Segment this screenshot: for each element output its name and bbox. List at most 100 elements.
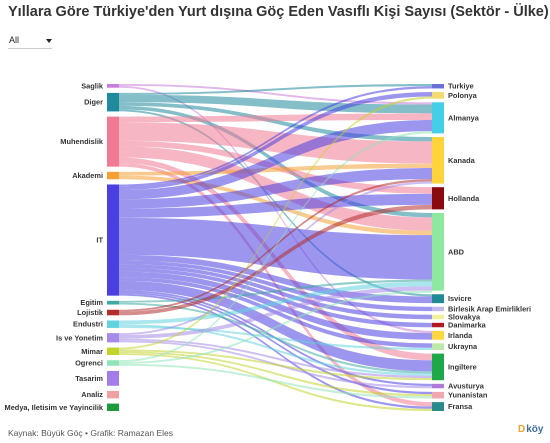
filter-dropdown[interactable]: All xyxy=(8,34,52,49)
target-node-irlanda[interactable] xyxy=(432,330,444,340)
link-it-to-fransa[interactable] xyxy=(119,293,432,409)
source-node-mimar[interactable] xyxy=(107,347,119,355)
link-is-ve-yonetim-to-abd[interactable] xyxy=(119,286,432,339)
source-node-diger[interactable] xyxy=(107,92,119,112)
target-node-turkiye[interactable] xyxy=(432,84,444,89)
source-node-analiz[interactable] xyxy=(107,390,119,399)
link-it-to-turkiye[interactable] xyxy=(119,86,432,187)
link-endustri-to-abd[interactable] xyxy=(119,281,432,325)
source-node-lojistik[interactable] xyxy=(107,309,119,316)
source-node-muhendislik[interactable] xyxy=(107,116,119,167)
link-mimar-to-yunanistan[interactable] xyxy=(119,351,432,397)
source-label-diger: Diger xyxy=(84,98,103,107)
link-ogrenci-to-almanya[interactable] xyxy=(119,131,432,363)
link-it-to-polonya[interactable] xyxy=(119,92,432,191)
target-node-ukrayna[interactable] xyxy=(432,343,444,350)
link-lojistik-to-kanada[interactable] xyxy=(119,179,432,312)
target-node-danimarka[interactable] xyxy=(432,322,444,328)
target-node-hollanda[interactable] xyxy=(432,187,444,210)
target-node-abd[interactable] xyxy=(432,212,444,291)
source-label-endustri: Endustri xyxy=(73,320,103,329)
link-it-to-yunanistan[interactable] xyxy=(119,291,432,395)
target-node-slovakya[interactable] xyxy=(432,314,444,320)
link-diger-to-almanya[interactable] xyxy=(119,94,432,114)
target-label-almanya: Almanya xyxy=(448,113,480,122)
source-node-is-ve-yonetim[interactable] xyxy=(107,333,119,343)
target-label-yunanistan: Yunanistan xyxy=(448,391,488,400)
link-saglik-to-almanya[interactable] xyxy=(119,84,432,105)
target-label-turkiye: Turkiye xyxy=(448,82,474,91)
link-ogrenci-to-yunanistan[interactable] xyxy=(119,363,432,399)
target-label-fransa: Fransa xyxy=(448,402,473,411)
link-medya-iletisim-ve-yayincilik-to-ingiltere[interactable] xyxy=(119,380,432,404)
target-label-ukrayna: Ukrayna xyxy=(448,342,478,351)
target-node-fransa[interactable] xyxy=(432,402,444,411)
link-diger-to-kanada[interactable] xyxy=(119,102,432,142)
link-muhendislik-to-almanya[interactable] xyxy=(119,113,432,123)
chart-title: Yıllara Göre Türkiye'den Yurt dışına Göç… xyxy=(8,4,549,20)
source-node-akademi[interactable] xyxy=(107,171,119,180)
target-label-abd: ABD xyxy=(448,247,465,256)
sankey-links xyxy=(119,84,432,411)
source-label-is-ve-yonetim: Is ve Yonetim xyxy=(56,333,103,342)
link-mimar-to-polonya[interactable] xyxy=(119,96,432,350)
source-label-saglik: Saglik xyxy=(81,81,104,90)
link-ogrenci-to-abd[interactable] xyxy=(119,290,432,364)
target-node-almanya[interactable] xyxy=(432,102,444,134)
target-label-ingiltere: Ingiltere xyxy=(448,362,477,371)
source-label-analiz: Analiz xyxy=(81,390,103,399)
sankey-nodes xyxy=(107,84,444,411)
link-muhendislik-to-hollanda[interactable] xyxy=(119,140,432,194)
target-node-avusturya[interactable] xyxy=(432,383,444,389)
link-is-ve-yonetim-to-kanada[interactable] xyxy=(119,181,432,335)
link-it-to-almanya[interactable] xyxy=(119,120,432,200)
source-node-medya-iletisim-ve-yayincilik[interactable] xyxy=(107,403,119,411)
source-label-medya-iletisim-ve-yayincilik: Medya, Iletisim ve Yayincilik xyxy=(5,403,104,412)
link-egitim-to-abd[interactable] xyxy=(119,279,432,303)
target-label-birlesik-arap-emirlikleri: Birlesik Arap Emirlikleri xyxy=(448,304,531,313)
link-it-to-hollanda[interactable] xyxy=(119,193,432,218)
source-label-ogrenci: Ogrenci xyxy=(75,358,103,367)
link-is-ve-yonetim-to-ingiltere[interactable] xyxy=(119,338,432,379)
source-label-tasarim: Tasarim xyxy=(75,374,103,383)
chevron-down-icon xyxy=(46,39,52,43)
brand-logo[interactable]: Dköy xyxy=(518,424,544,438)
target-node-isvicre[interactable] xyxy=(432,294,444,304)
source-node-tasarim[interactable] xyxy=(107,370,119,386)
link-lojistik-to-hollanda[interactable] xyxy=(119,204,432,316)
link-mimar-to-ingiltere[interactable] xyxy=(119,349,432,381)
filter-selected-value: All xyxy=(9,35,20,45)
logo-text: köy xyxy=(526,424,544,435)
target-label-danimarka: Danimarka xyxy=(448,321,487,330)
source-node-egitim[interactable] xyxy=(107,300,119,305)
target-node-kanada[interactable] xyxy=(432,136,444,184)
link-endustri-to-ukrayna[interactable] xyxy=(119,326,432,350)
target-label-polonya: Polonya xyxy=(448,91,478,100)
link-it-to-birlesik-arap-emirlikleri[interactable] xyxy=(119,260,432,312)
link-it-to-kanada[interactable] xyxy=(119,168,432,209)
target-label-avusturya: Avusturya xyxy=(448,382,485,391)
target-label-isvicre: Isvicre xyxy=(448,294,471,303)
link-it-to-isvicre[interactable] xyxy=(119,254,432,304)
target-label-irlanda: Irlanda xyxy=(448,331,473,340)
target-node-ingiltere[interactable] xyxy=(432,353,444,381)
source-node-it[interactable] xyxy=(107,184,119,296)
source-node-ogrenci[interactable] xyxy=(107,360,119,366)
link-akademi-to-kanada[interactable] xyxy=(119,163,432,176)
source-label-akademi: Akademi xyxy=(72,171,103,180)
link-it-to-irlanda[interactable] xyxy=(119,271,432,340)
link-endustri-to-ingiltere[interactable] xyxy=(119,324,432,376)
link-it-to-danimarka[interactable] xyxy=(119,267,432,328)
source-label-it: IT xyxy=(96,236,103,245)
link-it-to-ingiltere[interactable] xyxy=(119,280,432,372)
link-it-to-abd[interactable] xyxy=(119,217,432,280)
target-node-yunanistan[interactable] xyxy=(432,391,444,399)
target-node-birlesik-arap-emirlikleri[interactable] xyxy=(432,306,444,312)
source-node-saglik[interactable] xyxy=(107,84,119,88)
source-node-endustri[interactable] xyxy=(107,320,119,328)
link-diger-to-turkiye[interactable] xyxy=(119,84,432,95)
target-node-polonya[interactable] xyxy=(432,92,444,99)
logo-mark: D xyxy=(518,424,526,435)
source-label-lojistik: Lojistik xyxy=(77,308,104,317)
